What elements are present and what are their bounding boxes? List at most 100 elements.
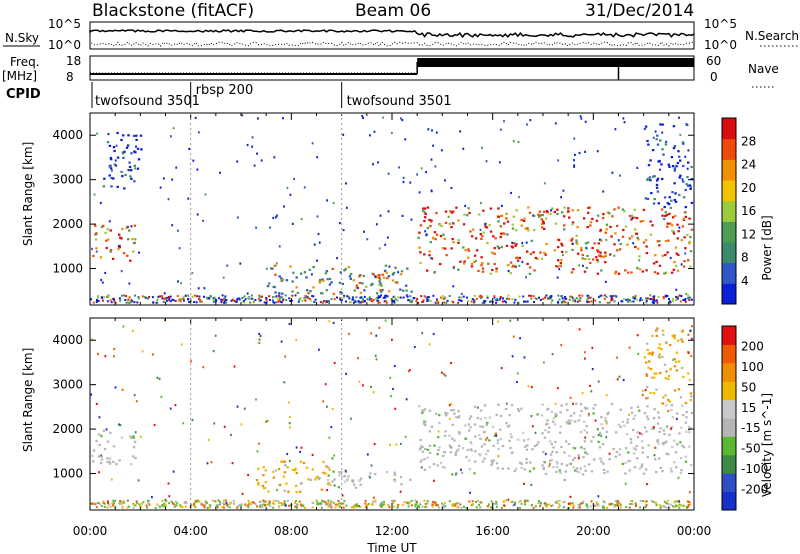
data-cell [493, 434, 496, 437]
data-cell [477, 213, 481, 216]
data-cell [210, 461, 213, 464]
data-cell [524, 503, 526, 506]
data-cell [221, 294, 224, 297]
data-cell [661, 402, 665, 405]
data-cell [392, 295, 395, 298]
data-cell [122, 252, 126, 255]
data-cell [228, 506, 231, 509]
data-cell [196, 213, 199, 216]
data-cell [420, 167, 423, 170]
data-cell [573, 447, 577, 450]
data-cell [679, 396, 683, 399]
data-cell [622, 298, 625, 301]
data-cell [163, 502, 166, 505]
data-cell [275, 262, 278, 265]
data-cell [541, 213, 544, 217]
cpid-label: CPID [6, 87, 41, 102]
data-cell [280, 460, 283, 463]
data-cell [493, 262, 496, 266]
data-cell [454, 504, 457, 507]
data-cell [560, 301, 563, 304]
data-cell [231, 298, 234, 301]
x-tick-label: 00:00 [677, 524, 712, 538]
data-cell [126, 225, 129, 228]
data-cell [562, 501, 565, 504]
data-cell [646, 386, 649, 389]
data-cell [327, 466, 330, 469]
data-cell [132, 134, 136, 137]
data-cell [650, 376, 654, 379]
data-cell [505, 422, 508, 425]
data-cell [554, 402, 557, 405]
data-cell [270, 267, 273, 270]
data-cell [522, 219, 526, 223]
data-cell [628, 459, 632, 463]
data-cell [545, 505, 548, 508]
data-cell [626, 418, 629, 421]
data-cell [341, 282, 344, 285]
data-cell [349, 277, 352, 280]
data-cell [377, 301, 380, 304]
data-cell [277, 468, 281, 471]
data-cell [635, 298, 638, 301]
data-cell [139, 134, 143, 137]
data-cell [632, 300, 635, 303]
data-cell [633, 216, 636, 219]
data-cell [282, 117, 284, 120]
data-cell [405, 289, 408, 292]
data-cell [94, 503, 97, 506]
data-cell [624, 225, 628, 228]
data-cell [569, 503, 572, 506]
data-cell [359, 301, 362, 304]
data-cell [665, 506, 668, 509]
data-cell [604, 280, 607, 283]
data-cell [422, 299, 425, 302]
data-cell [199, 298, 201, 301]
data-cell [481, 267, 485, 270]
data-cell [256, 152, 258, 155]
data-cell [656, 134, 659, 137]
data-cell [287, 490, 290, 493]
data-cell [499, 415, 503, 418]
data-cell [650, 500, 653, 502]
data-cell [342, 502, 345, 505]
data-cell [352, 483, 356, 486]
data-cell [572, 504, 575, 507]
data-cell [223, 297, 226, 300]
data-cell [559, 262, 562, 265]
data-cell [547, 430, 550, 434]
colorbar-tick-label: 4 [741, 274, 749, 288]
data-cell [485, 160, 488, 163]
data-cell [656, 327, 659, 330]
data-cell [558, 268, 561, 271]
data-cell [543, 210, 546, 214]
data-cell [523, 499, 526, 502]
data-cell [524, 501, 526, 503]
colorbar-swatch [722, 491, 736, 511]
nsearch-label: N.Search [745, 29, 799, 43]
data-cell [483, 301, 486, 304]
data-cell [561, 297, 564, 300]
data-cell [401, 503, 404, 506]
data-cell [135, 138, 138, 141]
data-cell [497, 320, 499, 323]
data-cell [383, 503, 386, 506]
data-cell [468, 417, 472, 420]
data-cell [95, 232, 98, 235]
data-cell [526, 262, 529, 265]
data-cell [267, 490, 270, 493]
data-cell [679, 457, 683, 460]
data-cell [363, 300, 366, 302]
data-cell [556, 265, 559, 268]
data-cell [509, 319, 512, 322]
data-cell [333, 454, 336, 457]
data-cell [419, 261, 422, 265]
data-cell [360, 296, 363, 299]
data-cell [637, 352, 640, 355]
data-cell [284, 504, 287, 507]
data-cell [482, 209, 485, 212]
data-cell [338, 222, 341, 225]
data-cell [651, 224, 654, 227]
data-cell [389, 443, 391, 446]
